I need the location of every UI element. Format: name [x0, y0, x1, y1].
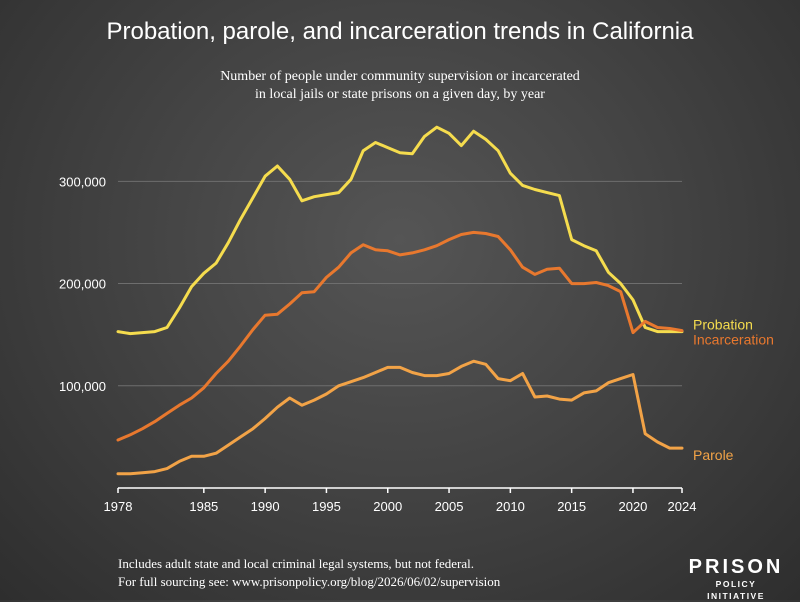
y-tick-label: 200,000	[59, 277, 106, 292]
footnote: Includes adult state and local criminal …	[118, 555, 598, 591]
x-tick-label: 1985	[189, 499, 218, 514]
chart-subtitle-line-1: Number of people under community supervi…	[220, 69, 580, 84]
chart-subtitle-line-2: in local jails or state prisons on a giv…	[255, 87, 545, 102]
x-tick-label: 1978	[104, 499, 133, 514]
x-tick-label: 2010	[496, 499, 525, 514]
y-tick-label: 300,000	[59, 174, 106, 189]
x-tick-label: 2005	[435, 499, 464, 514]
x-tick-label: 1995	[312, 499, 341, 514]
x-tick-label: 2000	[373, 499, 402, 514]
logo-text-top: PRISON	[688, 556, 784, 578]
chart-title: Probation, parole, and incarceration tre…	[106, 18, 694, 45]
series-line-incarceration	[116, 230, 684, 442]
x-tick-label: 2024	[668, 499, 697, 514]
x-axis: 1978 1985 1990 1995 2000 2005 2010 2015 2020 2024	[104, 487, 697, 514]
series-label-incarceration: Incarceration	[693, 332, 774, 348]
chart-subtitle: Number of people under community supervi…	[150, 68, 650, 104]
series-label-parole: Parole	[693, 447, 734, 463]
x-tick-label: 2015	[557, 499, 586, 514]
series-lines	[116, 125, 684, 476]
series-line-parole	[116, 359, 684, 476]
footnote-line-2: For full sourcing see: www.prisonpolicy.…	[118, 574, 501, 589]
x-tick-label: 1990	[251, 499, 280, 514]
series-label-probation: Probation	[693, 317, 753, 333]
series-line-probation	[116, 125, 684, 336]
logo-text-bottom: POLICY INITIATIVE	[707, 579, 765, 601]
prison-policy-initiative-logo: PRISON POLICY INITIATIVE	[686, 556, 786, 602]
x-tick-label: 2020	[618, 499, 647, 514]
y-tick-label: 100,000	[59, 379, 106, 394]
footnote-line-1: Includes adult state and local criminal …	[118, 556, 474, 571]
